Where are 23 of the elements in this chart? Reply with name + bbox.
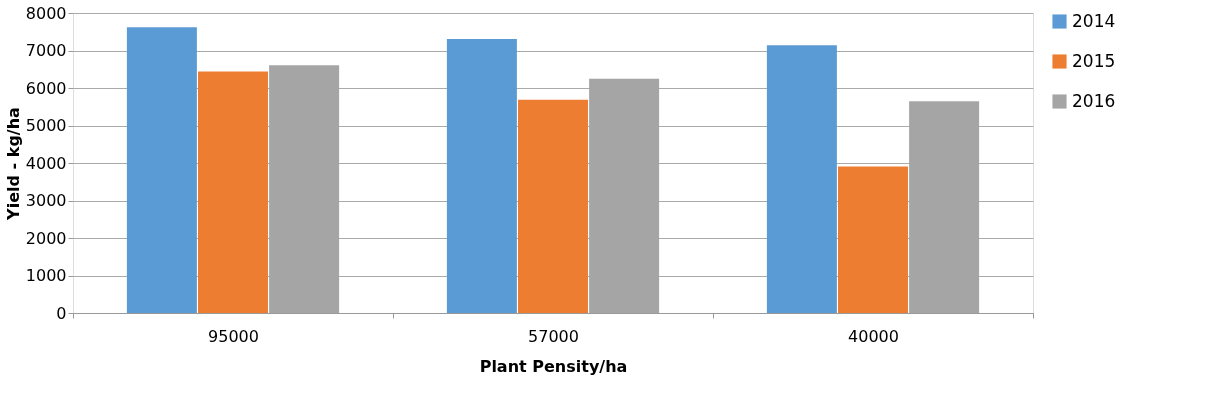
y-tick-label: 2000 (25, 228, 67, 248)
bar (838, 166, 908, 313)
y-tick-label: 8000 (25, 3, 67, 23)
x-axis-title: Plant Pensity/ha (479, 356, 628, 376)
bar (126, 27, 197, 313)
bar (518, 99, 588, 313)
legend-label: 2014 (1072, 10, 1116, 31)
y-tick-label: 7000 (25, 41, 67, 60)
x-tick-label: 95000 (208, 326, 259, 346)
x-tick-label: 40000 (848, 326, 899, 346)
legend-label: 2016 (1072, 90, 1116, 111)
y-tick-label: 6000 (25, 78, 67, 98)
x-tick-label: 57000 (528, 326, 579, 346)
y-tick-label: 1000 (25, 266, 67, 285)
bar (446, 38, 517, 313)
y-tick-label: 4000 (25, 153, 67, 173)
y-axis-title: Yield - kg/ha (3, 107, 23, 221)
y-tick-label: 0 (56, 303, 67, 323)
y-tick-label: 3000 (25, 191, 67, 210)
legend-label: 2015 (1072, 50, 1116, 71)
bar (198, 71, 268, 313)
bar (766, 45, 837, 313)
y-tick-label: 5000 (25, 116, 67, 135)
